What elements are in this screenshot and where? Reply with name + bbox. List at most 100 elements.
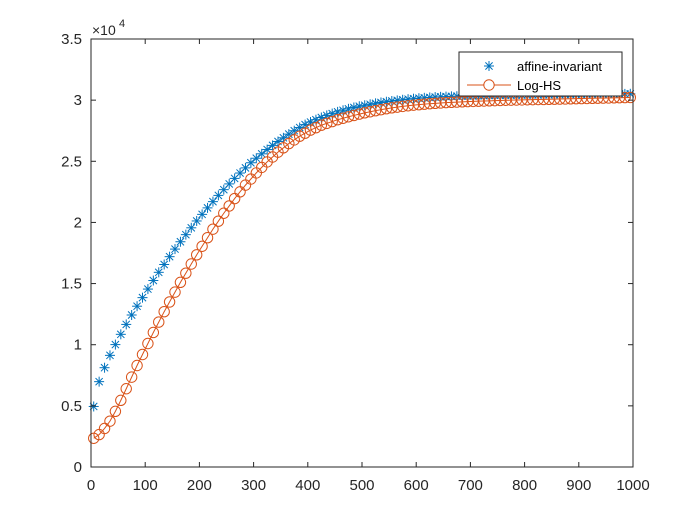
data-point <box>369 104 382 117</box>
data-point <box>326 115 338 128</box>
data-point <box>190 249 203 261</box>
data-point <box>407 99 420 111</box>
data-point <box>380 103 393 115</box>
data-point <box>109 405 122 418</box>
data-point <box>137 292 148 303</box>
data-point <box>619 91 631 104</box>
data-point <box>342 111 355 123</box>
data-point <box>624 91 636 104</box>
data-point <box>120 383 132 395</box>
data-point <box>413 98 425 111</box>
data-point <box>223 200 235 212</box>
data-point <box>180 229 191 240</box>
data-point <box>175 236 186 247</box>
data-point <box>125 371 138 383</box>
series-log-hs <box>88 91 636 444</box>
data-point <box>126 309 137 320</box>
data-point <box>218 207 230 219</box>
plot-area <box>91 39 633 467</box>
data-point <box>353 108 365 120</box>
data-point <box>164 251 175 262</box>
data-point <box>396 100 409 113</box>
plot-background <box>91 39 633 467</box>
x-tick-label: 900 <box>566 477 591 494</box>
data-point <box>375 103 387 116</box>
data-point <box>213 190 224 201</box>
data-point <box>169 286 181 298</box>
y-tick-label: 2 <box>74 214 82 231</box>
data-point <box>148 275 159 286</box>
data-point <box>321 117 333 130</box>
y-exponent-label: ×10 <box>92 22 116 38</box>
data-point <box>316 112 327 123</box>
data-point <box>304 124 317 136</box>
data-point <box>170 244 181 255</box>
x-tick-label: 400 <box>295 477 320 494</box>
x-tick-label: 700 <box>458 477 483 494</box>
data-point <box>131 359 143 372</box>
y-tick-label: 3 <box>74 92 82 109</box>
data-point <box>115 394 127 407</box>
data-point <box>299 127 311 139</box>
data-point <box>337 112 349 124</box>
data-point <box>197 209 208 220</box>
legend-symbol <box>484 61 494 71</box>
data-point <box>418 98 431 110</box>
data-point <box>251 153 262 164</box>
data-point <box>121 319 132 330</box>
data-point <box>402 100 414 112</box>
data-point <box>207 223 219 235</box>
data-point <box>212 215 225 227</box>
data-point <box>142 284 153 295</box>
legend-label: Log-HS <box>517 78 561 93</box>
y-tick-label: 0.5 <box>61 398 82 415</box>
data-point <box>310 121 322 134</box>
data-point <box>343 103 354 114</box>
data-point <box>397 94 408 105</box>
data-point <box>289 125 300 136</box>
y-tick-label: 3.5 <box>61 31 82 48</box>
data-point <box>153 316 165 328</box>
data-point <box>278 132 289 143</box>
legend-label: affine-invariant <box>517 59 602 74</box>
x-tick-label: 600 <box>404 477 429 494</box>
y-tick-label: 0 <box>74 459 82 476</box>
data-point <box>174 276 187 289</box>
data-point <box>245 157 256 168</box>
y-tick-label: 2.5 <box>61 153 82 170</box>
data-point <box>180 267 192 279</box>
x-tick-label: 100 <box>133 477 158 494</box>
data-point <box>159 259 170 270</box>
x-tick-label: 200 <box>187 477 212 494</box>
data-point <box>364 106 376 118</box>
data-point <box>256 148 267 159</box>
data-point <box>186 222 197 233</box>
x-tick-label: 500 <box>349 477 374 494</box>
data-point <box>202 202 213 213</box>
data-point <box>147 326 160 339</box>
data-point <box>331 114 344 126</box>
data-point <box>88 401 99 412</box>
data-point <box>201 232 214 244</box>
data-point <box>386 102 398 114</box>
legend-symbol <box>467 79 511 91</box>
data-point <box>348 109 360 122</box>
data-point <box>348 102 359 113</box>
axes-layer: 0 100 200 300 400 500 600 700 800 900 1000 0 0.5 1 1.5… <box>61 18 650 494</box>
data-point <box>115 329 126 340</box>
data-point <box>132 301 143 312</box>
data-point <box>98 422 111 435</box>
data-point <box>104 350 115 361</box>
data-point <box>110 339 121 350</box>
data-point <box>136 348 149 361</box>
data-point <box>196 240 208 252</box>
data-point <box>391 101 403 113</box>
y-exponent-power: 4 <box>119 18 125 30</box>
x-tick-label: 300 <box>241 477 266 494</box>
data-point <box>163 296 176 308</box>
y-tick-label: 1.5 <box>61 276 82 293</box>
data-point <box>315 119 328 131</box>
legend: affine-invariant Log-HS <box>458 51 623 97</box>
data-point <box>207 196 218 207</box>
